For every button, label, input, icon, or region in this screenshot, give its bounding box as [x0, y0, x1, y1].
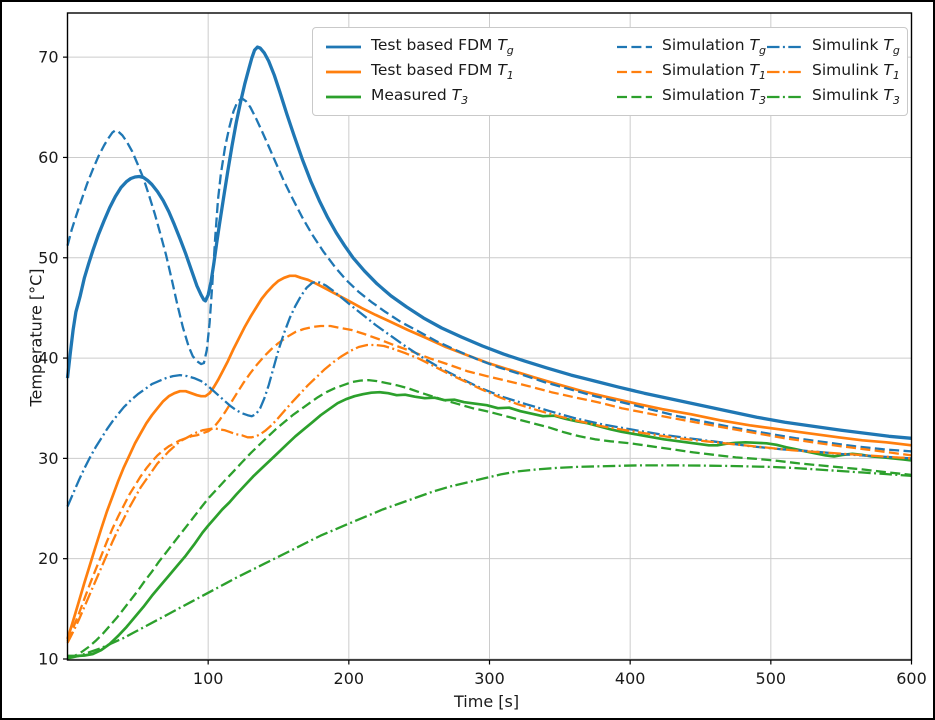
x-axis-label: Time [s] — [454, 692, 520, 711]
legend-label: Simulation Tg — [662, 35, 766, 58]
legend-item-sim-t3: Simulation T3 — [616, 86, 766, 107]
legend-sample-dashed-line — [617, 70, 652, 73]
legend: Test based FDM Tg Test based FDM T1 Measur… — [312, 27, 908, 116]
series-line-sim-tg — [66, 97, 912, 453]
x-tick-label: 300 — [474, 669, 505, 688]
legend-item-simulink-t3: Simulink T3 — [766, 86, 900, 107]
x-tick-label: 600 — [896, 669, 927, 688]
legend-item-measured-t3: Measured T3 — [325, 86, 616, 107]
y-tick-label: 10 — [38, 649, 58, 668]
series-line-sim-t1 — [66, 324, 912, 642]
x-tick-label: 200 — [334, 669, 365, 688]
x-tick-label: 500 — [756, 669, 787, 688]
plot-frame — [66, 12, 913, 661]
legend-sample-dashdot-line — [767, 70, 802, 73]
legend-label: Test based FDM Tg — [371, 35, 514, 58]
y-tick-label: 30 — [38, 449, 58, 468]
series-line-test-fdm-tg — [65, 45, 912, 440]
legend-label: Simulink T1 — [812, 60, 900, 83]
y-tick-label: 40 — [38, 349, 58, 368]
series-line-sim-t3 — [67, 378, 912, 660]
y-tick-label: 20 — [38, 549, 58, 568]
series-line-test-fdm-t1 — [66, 274, 912, 640]
legend-label: Test based FDM T1 — [371, 60, 514, 83]
series-line-simulink-t1 — [66, 343, 912, 644]
legend-item-simulink-tg: Simulink Tg — [766, 36, 900, 57]
y-tick-label: 60 — [38, 148, 58, 167]
series-line-simulink-t3 — [67, 464, 912, 660]
legend-item-test-fdm-t1: Test based FDM T1 — [325, 61, 616, 82]
legend-label: Simulink Tg — [812, 35, 900, 58]
x-tick-label: 400 — [615, 669, 646, 688]
legend-label: Simulation T1 — [662, 60, 766, 83]
legend-sample-dashdot-line — [767, 45, 802, 48]
y-tick-label: 70 — [38, 48, 58, 67]
y-tick-label: 50 — [38, 248, 58, 267]
y-axis-label: Temperature [°C] — [26, 268, 46, 407]
legend-sample-dashed-line — [617, 95, 652, 98]
legend-item-test-fdm-tg: Test based FDM Tg — [325, 36, 616, 57]
legend-label: Simulation T3 — [662, 85, 766, 108]
x-tick-label: 100 — [193, 669, 224, 688]
series-line-simulink-tg — [66, 280, 912, 507]
legend-sample-solid-line — [326, 70, 361, 73]
legend-sample-dashed-line — [617, 45, 652, 48]
legend-item-simulink-t1: Simulink T1 — [766, 61, 900, 82]
legend-sample-dashdot-line — [767, 95, 802, 98]
legend-sample-solid-line — [326, 95, 361, 98]
legend-item-sim-tg: Simulation Tg — [616, 36, 766, 57]
legend-sample-solid-line — [326, 45, 361, 48]
legend-item-sim-t1: Simulation T1 — [616, 61, 766, 82]
legend-label: Simulink T3 — [812, 85, 900, 108]
legend-label: Measured T3 — [371, 85, 469, 108]
